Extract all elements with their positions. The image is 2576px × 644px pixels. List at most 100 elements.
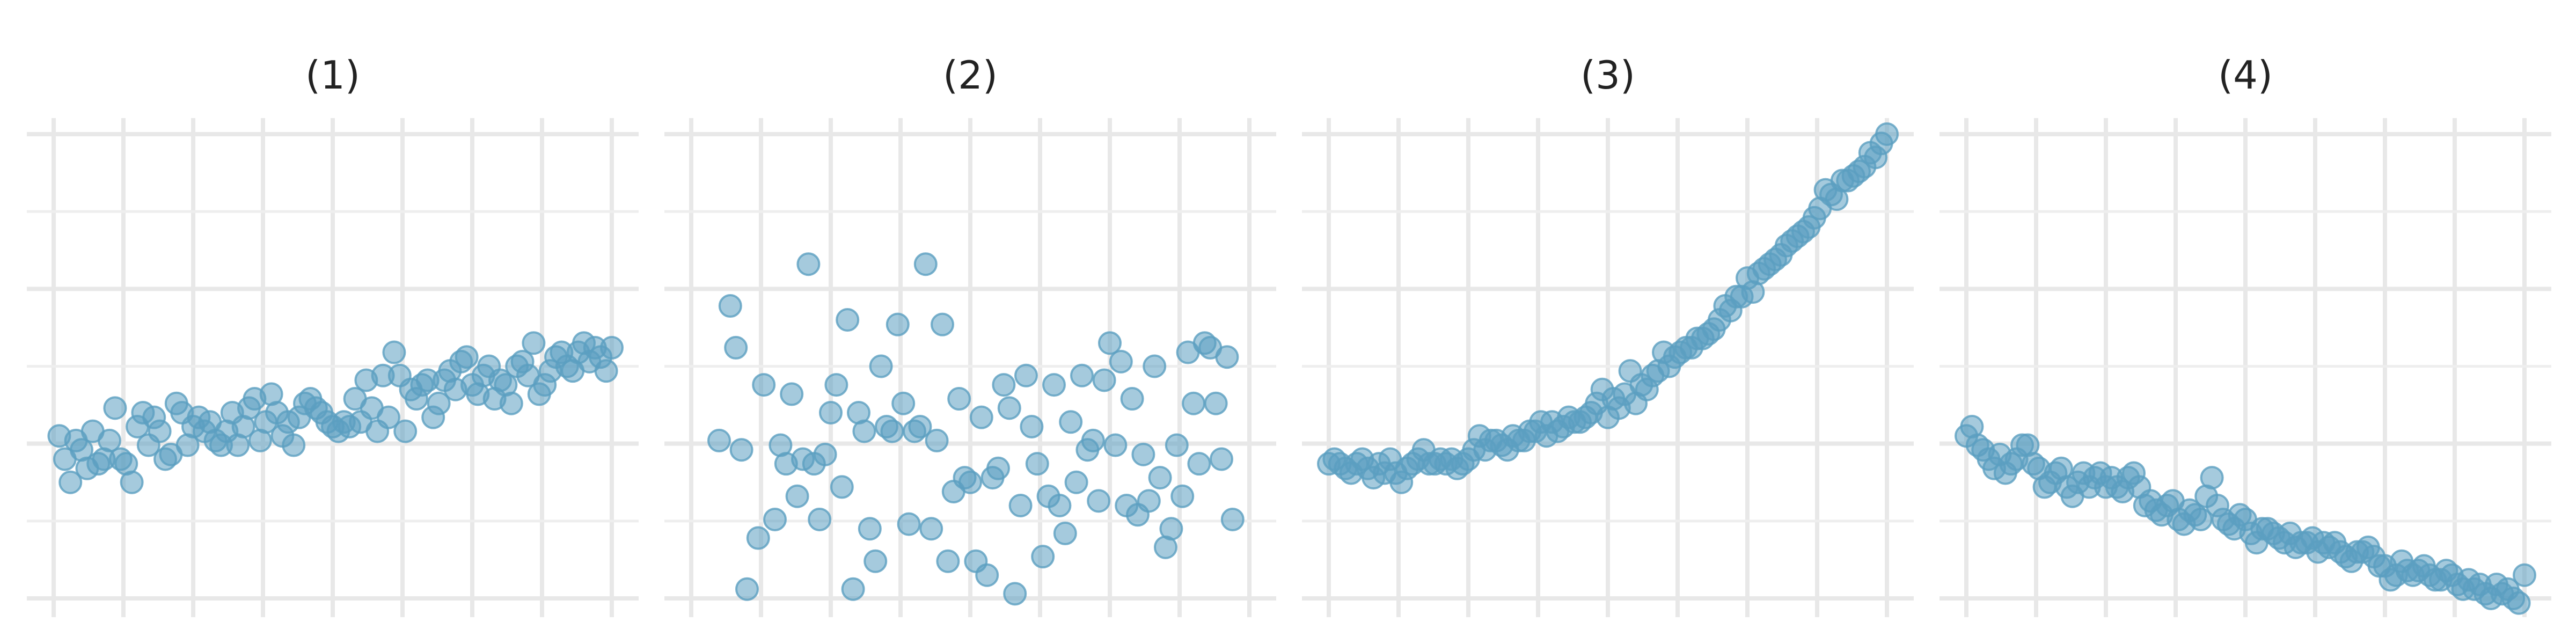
scatter-point — [718, 294, 742, 318]
scatter-point — [1081, 428, 1105, 452]
scatter-point — [2513, 563, 2536, 587]
scatter-point — [969, 405, 993, 429]
scatter-point — [499, 391, 523, 415]
scatter-point — [735, 577, 759, 601]
scatter-point — [936, 549, 960, 573]
scatter-point — [913, 252, 938, 276]
scatter-point — [763, 507, 787, 531]
scatter-point — [382, 340, 406, 364]
scatter-point — [919, 517, 943, 541]
scatter-point — [1092, 368, 1116, 392]
scatter-point — [958, 470, 982, 494]
scatter-point — [897, 512, 921, 536]
scatter-point — [1008, 494, 1033, 517]
scatter-point — [98, 428, 121, 452]
scatter-point — [863, 549, 888, 573]
scatter-point — [975, 563, 999, 587]
scatter-point — [1048, 494, 1072, 517]
scatter-point — [1087, 489, 1111, 513]
scatter-point — [925, 428, 949, 452]
scatter-point — [377, 405, 400, 429]
scatter-point — [836, 308, 860, 332]
scatter-point — [1003, 582, 1027, 606]
points — [707, 252, 1245, 606]
scatter-point — [869, 354, 893, 378]
scatter-point — [1182, 391, 1205, 415]
scatter-point — [780, 382, 804, 406]
scatter-point — [808, 507, 832, 531]
scatter-point — [1170, 484, 1195, 508]
scatter-point — [1159, 517, 1183, 541]
scatter-point — [947, 387, 971, 411]
scatter-point — [1148, 466, 1172, 490]
scatter-point — [852, 419, 876, 443]
scatter-point — [455, 345, 479, 369]
scatter-point — [1020, 414, 1044, 438]
scatter-point — [785, 484, 809, 508]
scatter-point — [2200, 466, 2224, 490]
scatter-point — [1014, 363, 1038, 387]
points — [1317, 122, 1899, 494]
scatter-panel-1: (1) — [27, 53, 639, 617]
scatter-point — [1070, 363, 1094, 387]
scatter-point — [2507, 591, 2531, 615]
points — [1955, 414, 2536, 615]
panel-title: (4) — [2218, 53, 2273, 98]
scatter-panel-2: (2) — [664, 53, 1276, 617]
scatter-point — [1025, 452, 1049, 476]
grid — [1302, 118, 1914, 617]
scatter-point — [1210, 447, 1233, 471]
scatter-point — [594, 359, 618, 383]
scatter-point — [1204, 391, 1228, 415]
scatter-point — [986, 456, 1010, 480]
scatter-point — [858, 517, 882, 541]
scatter-point — [891, 391, 916, 415]
scatter-point — [1109, 349, 1133, 374]
scatter-point — [1137, 489, 1161, 513]
scatter-point — [796, 252, 821, 276]
panel-title: (3) — [1580, 53, 1635, 98]
scatter-point — [752, 373, 776, 397]
scatter-point — [707, 428, 731, 452]
scatter-point — [120, 470, 144, 494]
scatter-point — [1215, 345, 1239, 369]
scatter-panel-4: (4) — [1940, 53, 2551, 617]
scatter-point — [885, 312, 910, 336]
scatter-point — [724, 335, 748, 360]
points — [47, 331, 624, 494]
scatter-point — [1031, 545, 1055, 569]
scatter-point — [1064, 470, 1088, 494]
scatter-point — [1053, 521, 1077, 545]
scatter-point — [1059, 410, 1083, 434]
scatter-point — [393, 419, 418, 443]
grid — [664, 118, 1276, 617]
scatter-point — [1103, 433, 1128, 457]
scatter-point — [729, 438, 753, 462]
scatter-point — [992, 373, 1016, 397]
scatter-point — [746, 526, 770, 550]
scatter-panel-3: (3) — [1302, 53, 1914, 617]
scatter-point — [148, 419, 172, 443]
panel-title: (2) — [943, 53, 998, 98]
scatter-point — [824, 373, 848, 397]
scatter-point — [1187, 452, 1211, 476]
scatter-point — [1220, 507, 1245, 531]
scatter-point — [522, 331, 546, 355]
scatter-point — [830, 475, 854, 499]
scatter-point — [1165, 433, 1189, 457]
scatter-point — [58, 470, 83, 494]
scatter-point — [282, 433, 306, 457]
scatter-point — [1120, 387, 1144, 411]
scatter-point — [1143, 354, 1167, 378]
scatter-point — [1042, 373, 1066, 397]
scatter-point — [931, 312, 954, 336]
scatter-point — [841, 577, 865, 601]
scatter-point — [813, 442, 837, 466]
scatter-point — [997, 396, 1021, 420]
scatter-point — [103, 396, 127, 420]
scatter-point — [1131, 442, 1155, 466]
panel-title: (1) — [305, 53, 360, 98]
scatter-point — [819, 401, 843, 425]
scatter-point — [600, 335, 624, 360]
